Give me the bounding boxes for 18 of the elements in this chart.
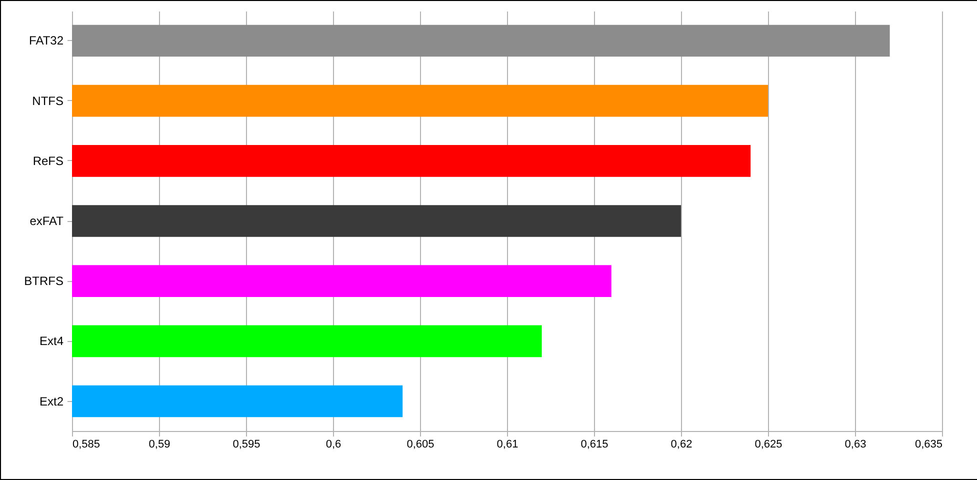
- x-tick-label: 0,625: [754, 438, 782, 450]
- y-tick-label: Ext4: [39, 334, 64, 348]
- x-tick-label: 0,635: [914, 438, 942, 450]
- x-tick-label: 0,585: [72, 438, 100, 450]
- y-tick-label: BTRFS: [24, 274, 64, 288]
- x-tick-label: 0,605: [406, 438, 434, 450]
- x-tick-label: 0,615: [580, 438, 608, 450]
- y-tick-label: FAT32: [29, 34, 64, 48]
- y-tick-label: Ext2: [39, 394, 64, 408]
- x-tick-label: 0,595: [232, 438, 260, 450]
- x-tick-label: 0,59: [148, 438, 170, 450]
- x-tick-label: 0,61: [496, 438, 518, 450]
- y-tick-label: ReFS: [32, 154, 64, 168]
- y-tick-label: NTFS: [32, 94, 64, 108]
- x-tick-label: 0,62: [670, 438, 692, 450]
- y-tick-label: exFAT: [30, 214, 64, 228]
- x-tick-label: 0,6: [326, 438, 342, 450]
- x-tick-label: 0,63: [844, 438, 866, 450]
